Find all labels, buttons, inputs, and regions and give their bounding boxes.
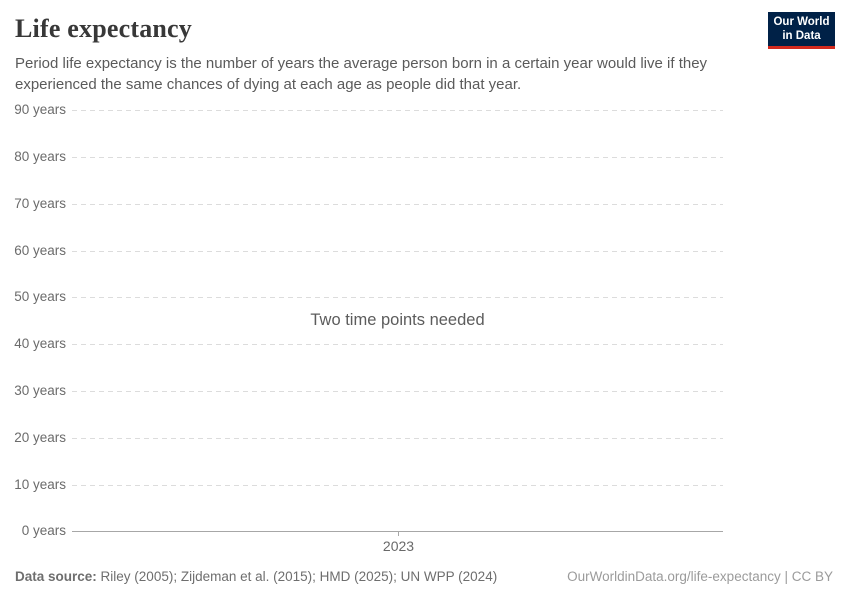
gridline xyxy=(72,110,723,112)
y-axis-tick-label: 20 years xyxy=(14,429,66,445)
owid-logo-line2: in Data xyxy=(782,29,821,42)
empty-chart-message: Two time points needed xyxy=(310,311,485,329)
data-source: Data source: Riley (2005); Zijdeman et a… xyxy=(15,569,497,584)
x-axis-tick-label: 2023 xyxy=(382,538,415,554)
gridline xyxy=(72,391,723,392)
y-axis-tick-label: 90 years xyxy=(14,102,66,118)
x-axis-line xyxy=(72,531,723,533)
data-source-label: Data source: xyxy=(15,569,97,584)
y-axis-tick-label: 40 years xyxy=(14,336,66,352)
gridline xyxy=(72,297,723,299)
citation-link[interactable]: OurWorldinData.org/life-expectancy | CC … xyxy=(567,569,833,584)
y-axis-tick-label: 50 years xyxy=(14,289,66,305)
y-axis-tick-label: 0 years xyxy=(21,523,66,539)
y-axis-tick-label: 70 years xyxy=(14,195,66,211)
y-axis-tick-label: 10 years xyxy=(14,476,66,492)
gridline xyxy=(72,344,723,346)
y-axis-tick-label: 30 years xyxy=(14,383,66,398)
owid-logo: Our World in Data xyxy=(768,12,835,49)
gridline xyxy=(72,157,723,158)
chart-subtitle: Period life expectancy is the number of … xyxy=(15,55,708,93)
gridline xyxy=(72,203,723,205)
y-axis-tick-label: 80 years xyxy=(14,149,66,164)
gridline xyxy=(72,437,723,439)
gridline xyxy=(72,250,723,252)
page-title: Life expectancy xyxy=(15,14,193,43)
gridline xyxy=(72,484,723,486)
data-source-text: Riley (2005); Zijdeman et al. (2015); HM… xyxy=(100,569,498,584)
y-axis-tick-label: 60 years xyxy=(14,242,66,258)
owid-logo-line1: Our World xyxy=(773,16,830,28)
x-axis-tick xyxy=(398,531,399,536)
